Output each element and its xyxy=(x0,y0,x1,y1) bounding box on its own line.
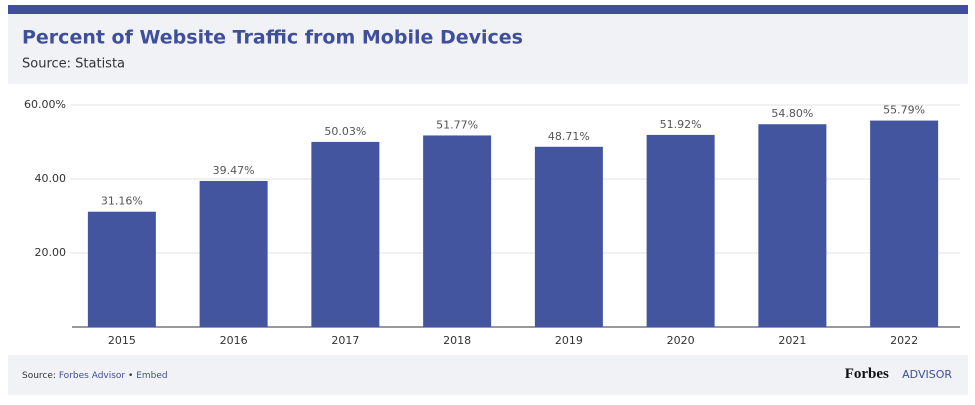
footer-sep: • xyxy=(128,371,133,381)
x-tick-label: 2020 xyxy=(667,334,695,347)
x-tick-label: 2017 xyxy=(331,334,359,347)
x-tick-label: 2021 xyxy=(778,334,806,347)
bar xyxy=(423,135,492,327)
top-stripe xyxy=(8,5,968,14)
value-label: 39.47% xyxy=(213,164,255,177)
value-label: 51.77% xyxy=(436,118,478,131)
y-tick-label: 60.00% xyxy=(24,98,66,111)
bar xyxy=(87,211,156,327)
brand-name: Forbes xyxy=(845,366,889,382)
footer-bg xyxy=(8,355,968,395)
y-tick-label: 20.00 xyxy=(35,246,67,259)
x-tick-label: 2019 xyxy=(555,334,583,347)
x-tick-label: 2018 xyxy=(443,334,471,347)
header-bg xyxy=(8,14,968,84)
footer-embed[interactable]: Embed xyxy=(136,371,167,381)
x-tick-label: 2015 xyxy=(108,334,136,347)
brand: Forbes ADVISOR xyxy=(845,365,953,384)
value-label: 55.79% xyxy=(883,104,925,117)
x-tick-label: 2022 xyxy=(890,334,918,347)
y-tick-label: 40.00 xyxy=(35,172,67,185)
bar xyxy=(199,180,268,327)
footer-link[interactable]: Forbes Advisor xyxy=(59,371,126,381)
value-label: 51.92% xyxy=(660,118,702,131)
value-label: 54.80% xyxy=(771,107,813,120)
x-tick-label: 2016 xyxy=(220,334,248,347)
value-label: 31.16% xyxy=(101,195,143,208)
chart-subtitle: Source: Statista xyxy=(22,57,125,72)
chart-title: Percent of Website Traffic from Mobile D… xyxy=(22,27,523,49)
bar xyxy=(646,134,715,327)
bar xyxy=(311,141,380,327)
value-label: 48.71% xyxy=(548,130,590,143)
footer-label: Source: xyxy=(22,371,56,381)
value-label: 50.03% xyxy=(324,125,366,138)
brand-suffix: ADVISOR xyxy=(902,368,952,381)
footer-source: Source: Forbes Advisor • Embed xyxy=(22,371,168,381)
bar xyxy=(758,124,827,328)
bar xyxy=(534,146,603,327)
bar xyxy=(870,120,939,328)
